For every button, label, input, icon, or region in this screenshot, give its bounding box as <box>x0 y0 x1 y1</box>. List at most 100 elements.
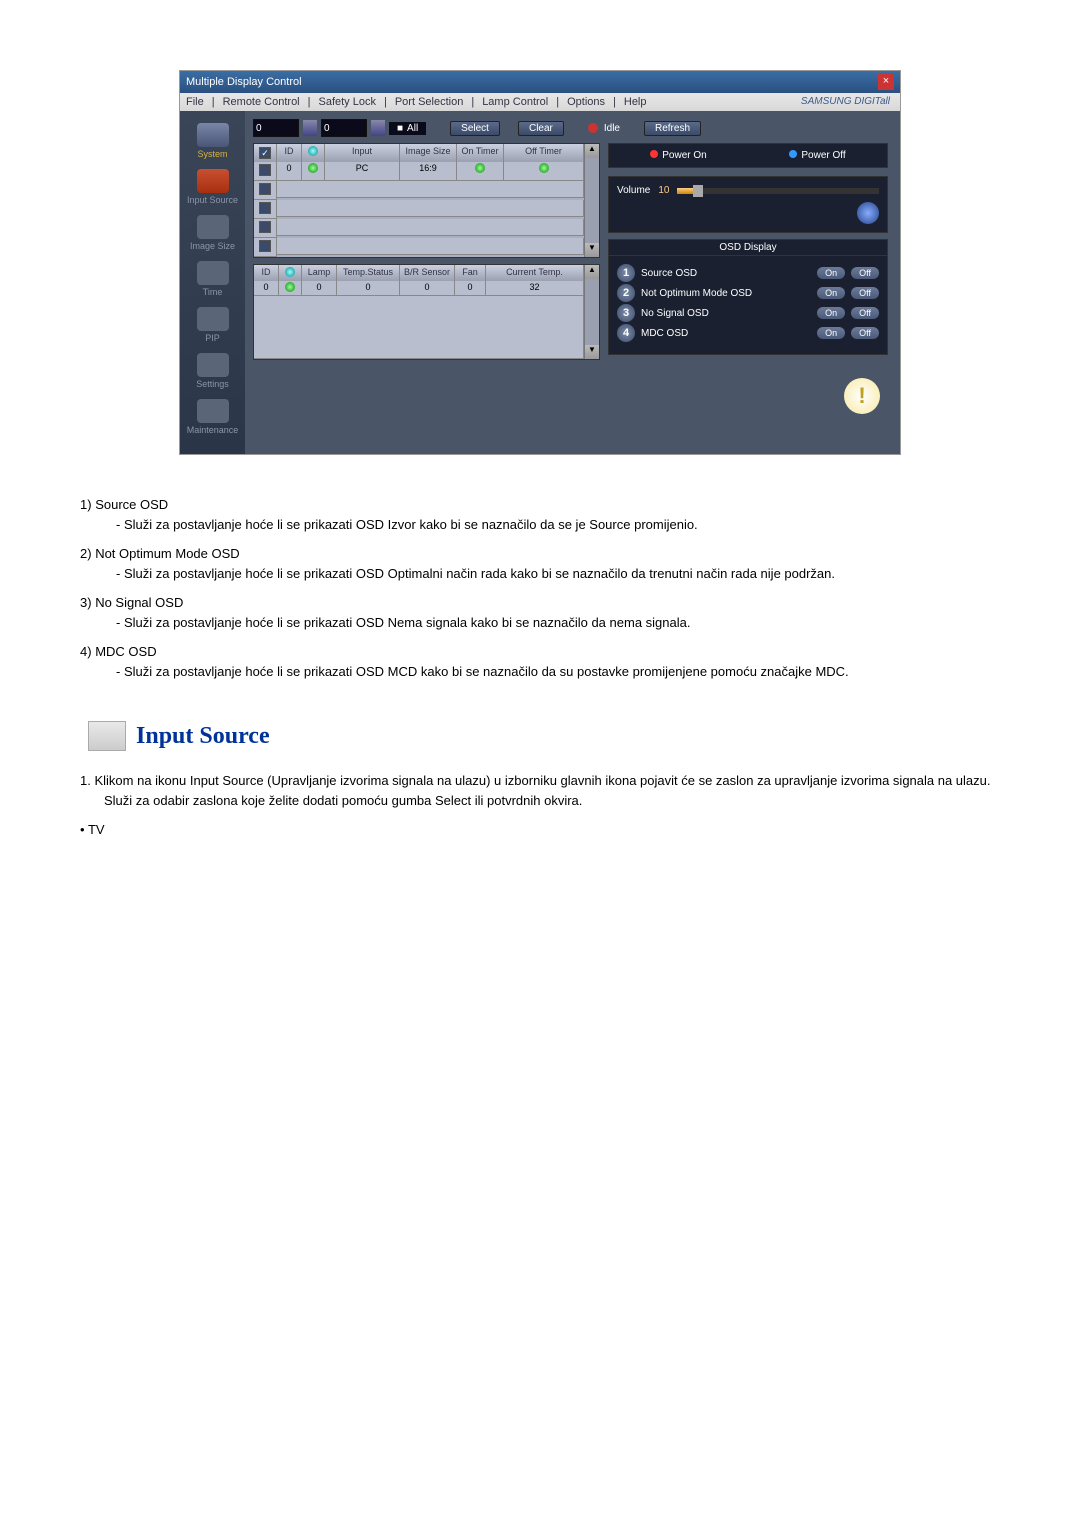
col-input[interactable]: Input <box>325 144 400 162</box>
col-check[interactable] <box>254 144 277 162</box>
list-title-2: Not Optimum Mode OSD <box>95 546 240 561</box>
menubar: File | Remote Control | Safety Lock | Po… <box>180 93 900 111</box>
menu-help[interactable]: Help <box>624 96 647 108</box>
col-status[interactable] <box>302 144 325 162</box>
scroll-up-icon[interactable]: ▲ <box>585 144 599 158</box>
scroll-up-icon[interactable]: ▲ <box>585 265 599 279</box>
not-optimum-osd-label: Not Optimum Mode OSD <box>641 288 811 299</box>
image-size-icon <box>197 215 229 239</box>
scroll-down-icon[interactable]: ▼ <box>585 243 599 257</box>
no-signal-osd-label: No Signal OSD <box>641 308 811 319</box>
instr-text-2: Služi za odabir zaslona koje želite doda… <box>80 791 1000 811</box>
row-checkbox[interactable] <box>259 164 271 176</box>
toolbar: 0 0 ■All Select Clear Idle Refresh <box>253 119 888 137</box>
mdc-on-button[interactable]: On <box>817 327 845 339</box>
not-optimum-on-button[interactable]: On <box>817 287 845 299</box>
grid-row[interactable] <box>254 181 584 200</box>
speaker-icon[interactable] <box>857 202 879 224</box>
clear-button[interactable]: Clear <box>518 121 564 136</box>
menu-separator: | <box>471 96 474 108</box>
volume-value: 10 <box>658 185 669 196</box>
col-id[interactable]: ID <box>254 265 279 281</box>
close-icon[interactable]: × <box>878 74 894 90</box>
right-controls: Power On Power Off Volume 10 <box>608 143 888 366</box>
scroll-down-icon[interactable]: ▼ <box>585 345 599 359</box>
app-window: Multiple Display Control × File | Remote… <box>179 70 901 455</box>
no-signal-on-button[interactable]: On <box>817 307 845 319</box>
power-on-button[interactable]: Power On <box>609 144 748 167</box>
menu-options[interactable]: Options <box>567 96 605 108</box>
nav-pip[interactable]: PIP <box>180 303 245 347</box>
scrollbar[interactable]: ▲ ▼ <box>584 265 599 359</box>
not-optimum-off-button[interactable]: Off <box>851 287 879 299</box>
id-select-1[interactable]: 0 <box>253 119 299 137</box>
grid-row[interactable] <box>254 200 584 219</box>
source-osd-on-button[interactable]: On <box>817 267 845 279</box>
nav-image-size[interactable]: Image Size <box>180 211 245 255</box>
scrollbar[interactable]: ▲ ▼ <box>584 144 599 257</box>
menu-lamp[interactable]: Lamp Control <box>482 96 548 108</box>
power-bar: Power On Power Off <box>608 143 888 168</box>
idle-indicator-icon <box>588 123 598 133</box>
system-icon <box>197 123 229 147</box>
col-temp-status[interactable]: Temp.Status <box>337 265 400 281</box>
col-on-timer[interactable]: On Timer <box>457 144 504 162</box>
mdc-off-button[interactable]: Off <box>851 327 879 339</box>
all-checkbox[interactable]: ■All <box>389 122 426 135</box>
col-current-temp[interactable]: Current Temp. <box>486 265 584 281</box>
list-num-2: 2) <box>80 546 92 561</box>
col-id[interactable]: ID <box>277 144 302 162</box>
list-desc-3: - Služi za postavljanje hoće li se prika… <box>80 613 1000 633</box>
grid-row[interactable] <box>254 219 584 238</box>
menu-port[interactable]: Port Selection <box>395 96 463 108</box>
select-button[interactable]: Select <box>450 121 500 136</box>
menu-file[interactable]: File <box>186 96 204 108</box>
col-status[interactable] <box>279 265 302 281</box>
menu-separator: | <box>384 96 387 108</box>
dropdown-arrow-icon[interactable] <box>303 120 317 136</box>
list-num-3: 3) <box>80 595 92 610</box>
osd-display-header: OSD Display <box>608 239 888 256</box>
input-source-section-icon <box>88 721 126 751</box>
id-select-2[interactable]: 0 <box>321 119 367 137</box>
col-off-timer[interactable]: Off Timer <box>504 144 584 162</box>
osd-panel: 1 Source OSD On Off 2 Not Optimum Mode O… <box>608 256 888 355</box>
maintenance-icon <box>197 399 229 423</box>
slider-thumb-icon[interactable] <box>693 185 703 197</box>
list-title-4: MDC OSD <box>95 644 156 659</box>
nav-maintenance[interactable]: Maintenance <box>180 395 245 439</box>
grid-row[interactable]: 0 PC 16:9 <box>254 162 584 181</box>
nav-settings[interactable]: Settings <box>180 349 245 393</box>
left-nav: System Input Source Image Size Time PIP … <box>180 111 245 454</box>
info-icon[interactable]: ! <box>844 378 880 414</box>
menu-separator: | <box>613 96 616 108</box>
menu-safety[interactable]: Safety Lock <box>319 96 376 108</box>
callout-4: 4 <box>617 324 635 342</box>
callout-3: 3 <box>617 304 635 322</box>
refresh-button[interactable]: Refresh <box>644 121 701 136</box>
nav-time[interactable]: Time <box>180 257 245 301</box>
col-image-size[interactable]: Image Size <box>400 144 457 162</box>
dropdown-arrow-icon[interactable] <box>371 120 385 136</box>
volume-slider[interactable] <box>677 188 879 194</box>
mdc-osd-label: MDC OSD <box>641 328 811 339</box>
list-num-4: 4) <box>80 644 92 659</box>
nav-system[interactable]: System <box>180 119 245 163</box>
menu-separator: | <box>556 96 559 108</box>
col-fan[interactable]: Fan <box>455 265 486 281</box>
col-lamp[interactable]: Lamp <box>302 265 337 281</box>
menu-remote[interactable]: Remote Control <box>223 96 300 108</box>
input-source-icon <box>197 169 229 193</box>
nav-input-source[interactable]: Input Source <box>180 165 245 209</box>
window-title: Multiple Display Control <box>186 76 302 88</box>
brand-label: SAMSUNG DIGITall <box>801 96 890 108</box>
source-osd-off-button[interactable]: Off <box>851 267 879 279</box>
instruction-list: 1. Klikom na ikonu Input Source (Upravlj… <box>80 771 1000 840</box>
callout-2: 2 <box>617 284 635 302</box>
no-signal-off-button[interactable]: Off <box>851 307 879 319</box>
grid-row[interactable]: 0 0 0 0 0 32 <box>254 281 584 296</box>
power-off-button[interactable]: Power Off <box>748 144 887 167</box>
bullet-tv: TV <box>88 822 105 837</box>
grid-row[interactable] <box>254 238 584 257</box>
col-br-sensor[interactable]: B/R Sensor <box>400 265 455 281</box>
